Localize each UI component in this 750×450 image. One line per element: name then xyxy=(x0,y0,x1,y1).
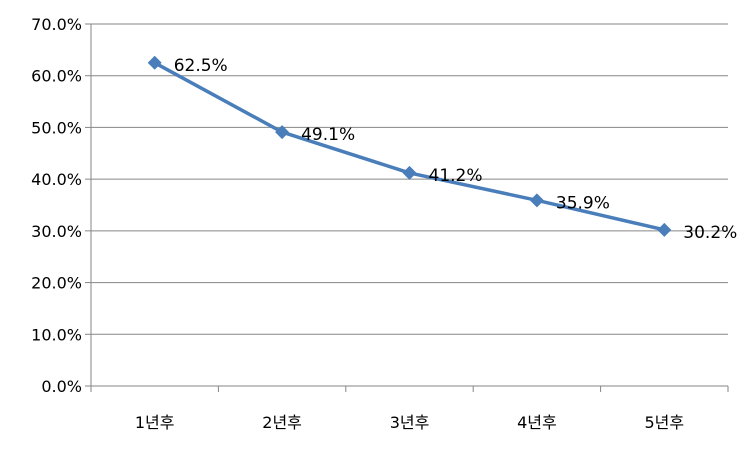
y-tick-label: 50.0% xyxy=(31,118,82,137)
series-layer xyxy=(147,55,672,237)
y-tick-label: 10.0% xyxy=(31,325,82,344)
data-point-marker xyxy=(529,193,544,208)
data-label: 30.2% xyxy=(683,223,737,243)
y-tick-label: 20.0% xyxy=(31,274,82,293)
y-tick-label: 70.0% xyxy=(31,15,82,34)
data-label: 41.2% xyxy=(429,166,483,186)
data-labels: 62.5% 49.1% 41.2% 35.9% 30.2% xyxy=(174,56,738,243)
x-tick-label: 2년후 xyxy=(262,413,302,432)
y-tick-labels: 0.0% 10.0% 20.0% 30.0% 40.0% 50.0% 60.0% 70.0% xyxy=(31,15,82,396)
data-label: 35.9% xyxy=(556,193,610,213)
data-point-marker xyxy=(657,222,672,237)
x-tick-label: 3년후 xyxy=(390,413,430,432)
x-tick-label: 4년후 xyxy=(517,413,557,432)
x-tick-labels: 1년후 2년후 3년후 4년후 5년후 xyxy=(135,413,684,432)
y-tick-label: 40.0% xyxy=(31,170,82,189)
data-point-marker xyxy=(275,125,290,140)
data-point-marker xyxy=(402,165,417,180)
y-tick-label: 60.0% xyxy=(31,67,82,86)
x-tick-label: 1년후 xyxy=(135,413,175,432)
y-tick-label: 30.0% xyxy=(31,222,82,241)
data-label: 62.5% xyxy=(174,56,228,76)
gridlines xyxy=(91,23,728,335)
y-tick-label: 0.0% xyxy=(41,377,82,396)
data-label: 49.1% xyxy=(301,125,355,145)
axes xyxy=(85,23,729,392)
data-point-marker xyxy=(147,55,162,70)
x-tick-label: 5년후 xyxy=(644,413,684,432)
